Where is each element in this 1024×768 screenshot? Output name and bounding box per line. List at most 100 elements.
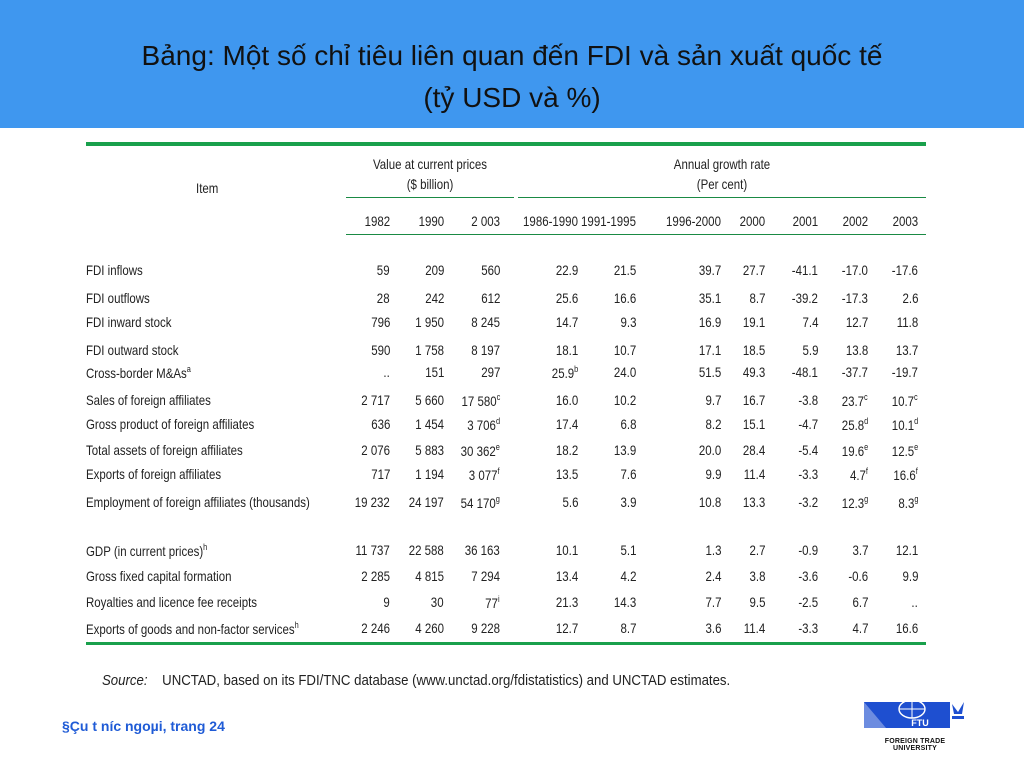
table-cell: 636: [370, 416, 390, 432]
table-cell: 51.5: [698, 364, 721, 380]
table-cell: -48.1: [791, 364, 818, 380]
table-cell: 5.6: [562, 494, 578, 510]
table-cell: 14.7: [555, 314, 578, 330]
table-cell: 7.4: [802, 314, 818, 330]
table-cell: -2.5: [798, 594, 818, 610]
table-cell: 8.3g: [897, 494, 918, 511]
table-cell: 10.1d: [891, 416, 918, 433]
year-header-4: 1991-1995: [581, 213, 636, 229]
table-cell: 21.5: [613, 262, 636, 278]
table-cell: 3.6: [705, 620, 721, 636]
row-label: FDI outward stock: [86, 342, 179, 358]
table-cell: 3.8: [749, 568, 765, 584]
row-label: Exports of goods and non-factor services…: [86, 620, 299, 637]
table-cell: 297: [480, 364, 500, 380]
table-cell: 242: [424, 290, 444, 306]
table-cell: 17 580c: [461, 392, 500, 409]
logo-text: FTU: [911, 718, 929, 728]
table-cell: 19.1: [742, 314, 765, 330]
table-cell: 13.7: [895, 342, 918, 358]
table-cell: 22 588: [408, 542, 444, 558]
row-label: Total assets of foreign affiliates: [86, 442, 243, 458]
table-cell: 39.7: [698, 262, 721, 278]
table-cell: 9.3: [620, 314, 636, 330]
table-cell: 11.4: [743, 466, 765, 482]
growth-header-line2: (Per cent): [696, 176, 748, 192]
table-cell: 4 815: [415, 568, 444, 584]
table-cell: 7.7: [705, 594, 721, 610]
value-header-line1: Value at current prices: [372, 156, 488, 172]
year-header-1: 1990: [418, 213, 444, 229]
table-cell: -3.8: [798, 392, 818, 408]
table-cell: 2 246: [361, 620, 390, 636]
table-cell: 2 717: [361, 392, 390, 408]
table-cell: -3.6: [798, 568, 818, 584]
row-label: Royalties and licence fee receipts: [86, 594, 258, 610]
table-cell: 25.6: [555, 290, 578, 306]
table-cell: 21.3: [555, 594, 578, 610]
table-cell: 16.6: [613, 290, 636, 306]
footer-caption: §Çu t­ níc ngoµi, trang 24: [62, 718, 225, 734]
table-cell: 13.9: [613, 442, 636, 458]
value-header-rule: [346, 197, 514, 198]
ftu-logo: FTU FOREIGN TRADE UNIVERSITY: [862, 698, 968, 752]
table-cell: -17.3: [841, 290, 868, 306]
table-cell: 9.9: [705, 466, 721, 482]
table-cell: 717: [370, 466, 390, 482]
table-cell: 612: [480, 290, 500, 306]
table-cell: 3 077f: [469, 466, 500, 483]
table-cell: -17.0: [841, 262, 868, 278]
table-cell: 15.1: [742, 416, 765, 432]
growth-header-rule: [518, 197, 926, 198]
table-cell: 10.7: [613, 342, 636, 358]
table-cell: -41.1: [791, 262, 818, 278]
row-label: GDP (in current prices)h: [86, 542, 208, 559]
table-cell: 17.4: [555, 416, 578, 432]
table-cell: 13.4: [555, 568, 578, 584]
source-label: Source:: [102, 672, 148, 689]
table-cell: 35.1: [698, 290, 721, 306]
table-cell: 10.1: [555, 542, 578, 558]
table-cell: 16.6f: [893, 466, 918, 483]
row-label: Exports of foreign affiliates: [86, 466, 222, 482]
table-cell: -4.7: [798, 416, 818, 432]
row-label: FDI inflows: [86, 262, 143, 278]
table-cell: 2 076: [361, 442, 390, 458]
table-cell: 2.6: [902, 290, 918, 306]
value-header-line2: ($ billion): [406, 176, 454, 192]
table-cell: 28: [377, 290, 390, 306]
table-cell: 54 170g: [460, 494, 500, 511]
table-cell: 24 197: [408, 494, 444, 510]
table-cell: 13.8: [845, 342, 868, 358]
table-cell: -39.2: [791, 290, 818, 306]
table-cell: 18.5: [742, 342, 765, 358]
table-top-rule: [86, 142, 926, 146]
slide-title-line2: (tỷ USD và %): [423, 82, 601, 113]
table-cell: 796: [370, 314, 390, 330]
table-cell: 9 228: [471, 620, 500, 636]
row-label: FDI outflows: [86, 290, 150, 306]
row-label: Gross fixed capital formation: [86, 568, 232, 584]
table-cell: -17.6: [891, 262, 918, 278]
table-cell: 2.7: [749, 542, 765, 558]
table-cell: -37.7: [841, 364, 868, 380]
row-label: Employment of foreign affiliates (thousa…: [86, 494, 310, 510]
table-cell: -5.4: [798, 442, 818, 458]
table-cell: 30 362e: [460, 442, 500, 459]
table-cell: 5 883: [415, 442, 444, 458]
table-cell: 4.7f: [849, 466, 868, 483]
table-cell: 3.7: [852, 542, 868, 558]
table-cell: 12.7: [845, 314, 868, 330]
table-cell: 20.0: [698, 442, 721, 458]
table-cell: 4 260: [415, 620, 444, 636]
item-header: Item: [196, 180, 219, 196]
table-cell: 7 294: [471, 568, 500, 584]
table-cell: 5.9: [802, 342, 818, 358]
table-cell: 560: [480, 262, 500, 278]
table-cell: 209: [424, 262, 444, 278]
row-label: Sales of foreign affiliates: [86, 392, 211, 408]
table-cell: 18.2: [555, 442, 578, 458]
year-header-7: 2001: [792, 213, 818, 229]
source-text: UNCTAD, based on its FDI/TNC database (w…: [162, 672, 731, 689]
table-cell: 27.7: [742, 262, 765, 278]
